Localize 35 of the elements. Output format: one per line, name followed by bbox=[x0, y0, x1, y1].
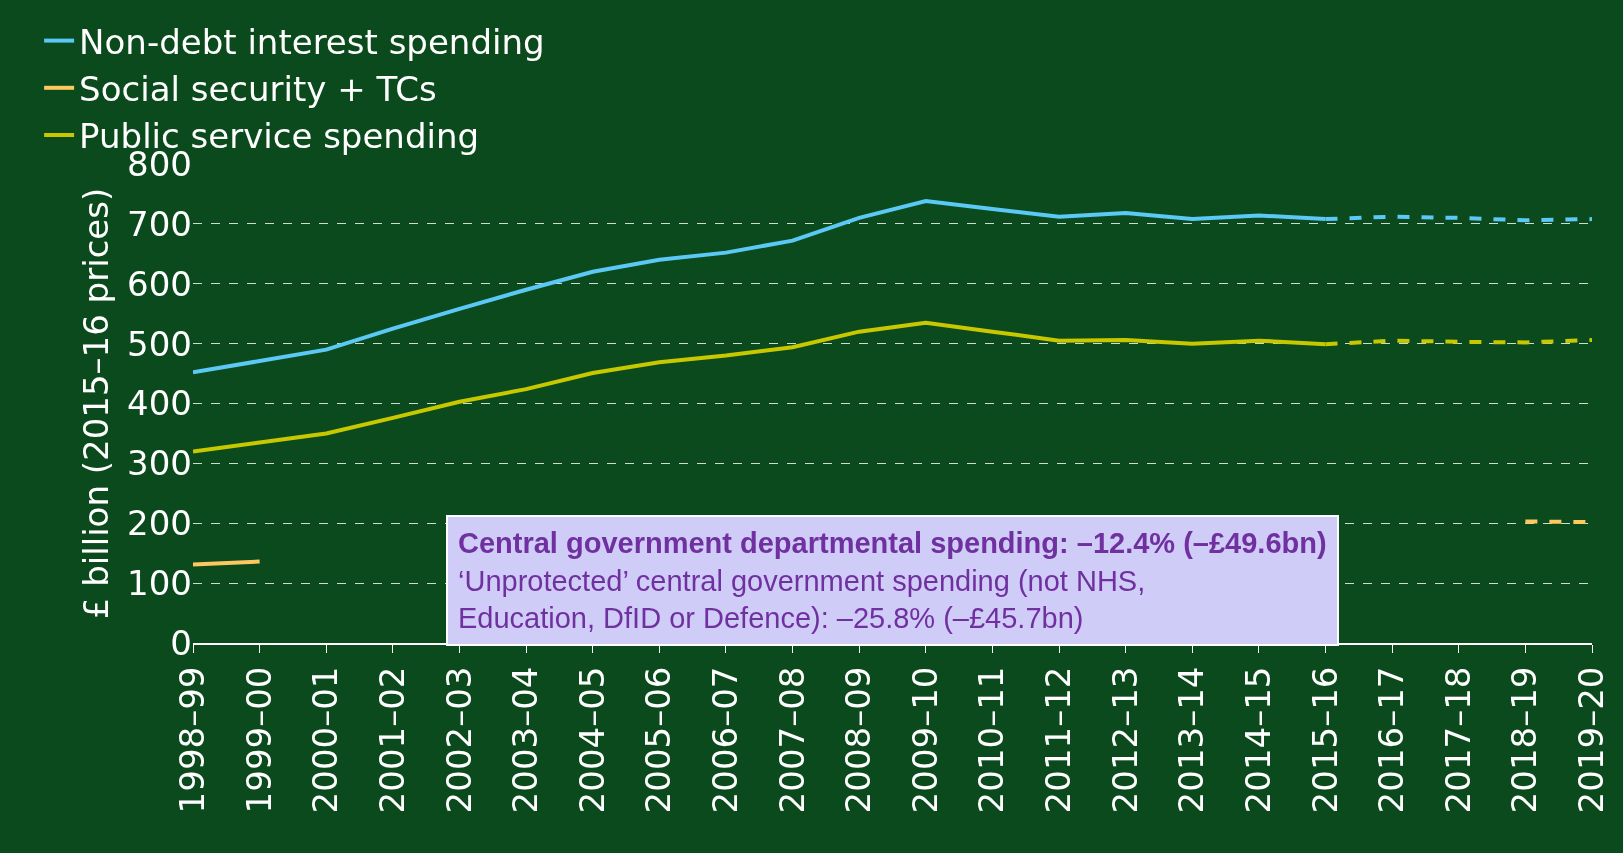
x-tick-label: 1998–99 bbox=[172, 666, 213, 814]
annotation: ‘Unprotected’ central government spending (not NHS, Education, DfID or Defence): –25.8% (–£45.7bn) bbox=[458, 564, 1146, 635]
x-tick-label: 2019–20 bbox=[1571, 666, 1612, 814]
y-tick-label: 700 bbox=[127, 203, 192, 244]
x-tick-label: 2009–10 bbox=[904, 666, 945, 814]
x-tick-label: 2005–06 bbox=[638, 666, 679, 814]
x-tick-label: 2014–15 bbox=[1237, 666, 1278, 814]
y-tick-label: 200 bbox=[127, 503, 192, 544]
x-tick-label: 2006–07 bbox=[705, 666, 745, 814]
x-tick-label: 2015–16 bbox=[1304, 666, 1345, 814]
x-tick-label: 2012–13 bbox=[1104, 666, 1145, 814]
x-tick-label: 2010–11 bbox=[971, 666, 1012, 814]
y-tick-label: 300 bbox=[127, 443, 192, 484]
y-axis-title: £ billion (2015–16 prices) bbox=[75, 187, 116, 620]
y-tick-label: 600 bbox=[127, 263, 192, 304]
x-tick-label: 1999–00 bbox=[238, 666, 279, 814]
x-tick-label: 2001–02 bbox=[371, 666, 412, 814]
legend-label: Social security + TCs bbox=[79, 69, 437, 110]
x-tick-label: 2016–17 bbox=[1371, 666, 1412, 814]
x-tick-label: 2013–14 bbox=[1171, 666, 1212, 814]
x-tick-label: 2007–08 bbox=[771, 666, 812, 814]
x-tick-label: 2008–09 bbox=[838, 666, 879, 814]
x-tick-label: 2011–12 bbox=[1038, 666, 1079, 814]
y-tick-label: 0 bbox=[170, 622, 192, 663]
y-tick-label: 400 bbox=[127, 383, 192, 424]
x-tick-label: 2003–04 bbox=[505, 666, 546, 814]
x-tick-label: 2004–05 bbox=[571, 666, 612, 814]
legend-label: Non-debt interest spending bbox=[79, 21, 545, 62]
y-tick-label: 500 bbox=[127, 323, 192, 364]
x-tick-label: 2017–18 bbox=[1437, 666, 1478, 814]
y-tick-label: 100 bbox=[127, 563, 192, 604]
x-tick-label: 2002–03 bbox=[438, 666, 479, 814]
annotation: Central government departmental spending: –12.4% (–£49.6bn) bbox=[458, 527, 1327, 559]
x-tick-label: 2018–19 bbox=[1504, 666, 1545, 814]
x-tick-label: 2000–01 bbox=[305, 666, 346, 814]
